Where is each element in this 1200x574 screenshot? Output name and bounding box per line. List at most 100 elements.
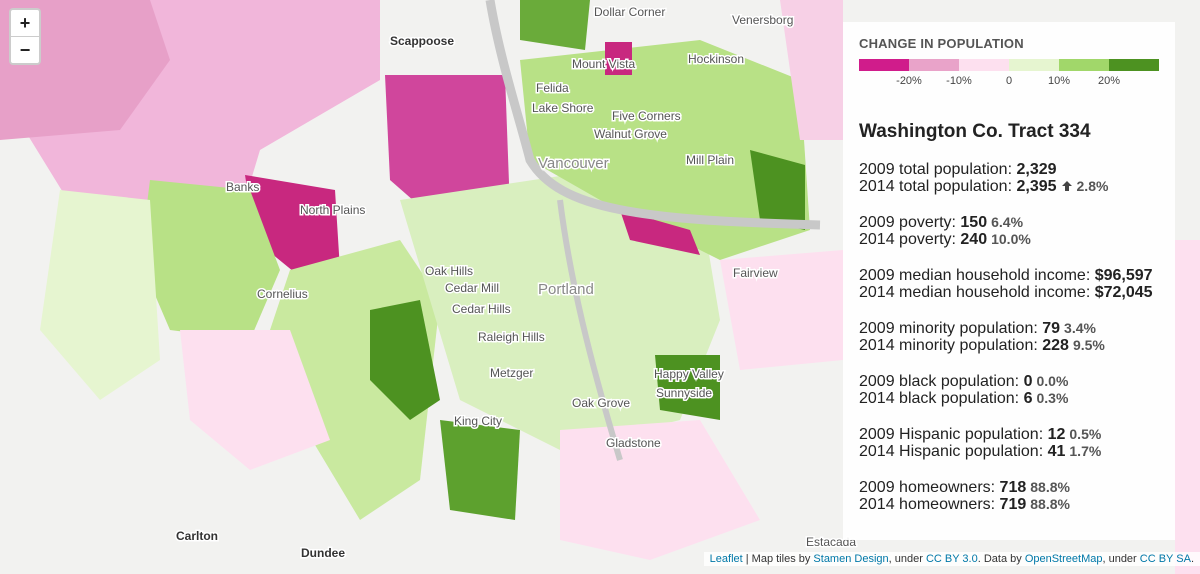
stat-value: 150 (960, 214, 988, 231)
stat-pct: 3.4% (1064, 320, 1096, 336)
attribution-text: | Map tiles by (742, 553, 814, 565)
stat-row: 2009 median household income: $96,597 (859, 267, 1159, 284)
place-label: King City (454, 414, 502, 428)
legend-swatch (959, 59, 1009, 71)
legend-swatch (1059, 59, 1109, 71)
stat-row: 2009 Hispanic population: 12 0.5% (859, 426, 1159, 443)
stat-label: 2014 median household income: (859, 284, 1091, 301)
place-label: Cedar Hills (452, 302, 511, 316)
attribution-link[interactable]: OpenStreetMap (1024, 553, 1103, 565)
tract (720, 250, 843, 370)
stat-pct: 6.4% (991, 214, 1024, 230)
stat-pct: 0.5% (1069, 426, 1102, 442)
stat-value: 2,395 (1016, 178, 1057, 195)
stat-label: 2009 total population: (859, 161, 1013, 178)
place-label: Portland (538, 281, 594, 298)
stats: 2009 total population: 2,329 2014 total p… (859, 161, 1159, 513)
tract (780, 0, 843, 140)
tract (385, 75, 510, 215)
stat-value: 228 (1042, 337, 1069, 354)
legend-tick: 20% (1097, 75, 1121, 87)
river (557, 199, 623, 461)
stat-group: 2009 homeowners: 718 88.8% 2014 homeowners… (859, 479, 1159, 513)
place-labels: Dollar Corner Venersborg Scappoose Mount Vi… (175, 4, 858, 562)
tract (655, 355, 720, 420)
stat-value: 240 (960, 231, 988, 248)
attribution-text: , under (888, 553, 926, 565)
stat-label: 2009 minority population: (859, 320, 1038, 337)
place-label: Happy Valley (654, 367, 724, 381)
place-label: Cornelius (257, 287, 308, 301)
place-label: Metzger (490, 366, 533, 380)
place-label: Dollar Corner (594, 5, 665, 19)
stat-value: 12 (1047, 426, 1066, 443)
place-label: Sunnyside (656, 386, 712, 400)
tract (560, 420, 760, 560)
stat-group: 2009 minority population: 79 3.4% 2014 min… (859, 320, 1159, 354)
legend-ticks: -20% -10% 0 10% 20% (859, 75, 1159, 91)
stat-value: 41 (1047, 443, 1066, 460)
tract (1175, 240, 1200, 574)
stat-label: 2009 black population: (859, 373, 1020, 390)
stat-value: $72,045 (1094, 284, 1153, 301)
attribution-text: , under (1102, 553, 1140, 565)
river (485, 0, 821, 230)
legend-tick: 10% (1047, 75, 1071, 87)
attribution-text: . (1190, 553, 1194, 565)
tract (520, 40, 810, 260)
stat-label: 2014 total population: (859, 178, 1013, 195)
stat-row: 2009 poverty: 150 6.4% (859, 214, 1159, 231)
arrow-shape (1061, 181, 1072, 191)
tract (750, 150, 805, 230)
stat-pct: 88.8% (1030, 496, 1070, 512)
tract (620, 210, 700, 255)
attribution-text: . Data by (977, 553, 1025, 565)
place-label: Mount Vista (572, 57, 635, 71)
legend-swatch (909, 59, 959, 71)
stat-pct: 9.5% (1072, 337, 1105, 353)
place-label: Vancouver (538, 155, 609, 172)
attribution-link[interactable]: Stamen Design (813, 553, 889, 565)
stat-label: 2014 Hispanic population: (859, 443, 1044, 460)
info-panel: CHANGE IN POPULATION -20% -10% 0 10% 20% Was… (843, 22, 1175, 540)
stat-row: 2009 black population: 0 0.0% (859, 373, 1159, 390)
stat-group: 2009 poverty: 150 6.4% 2014 poverty: 240 10… (859, 214, 1159, 248)
stat-row: 2014 poverty: 240 10.0% (859, 231, 1159, 248)
stat-pct: 88.8% (1030, 479, 1070, 495)
zoom-control: + − (9, 8, 41, 65)
stat-group: 2009 black population: 0 0.0% 2014 black p… (859, 373, 1159, 407)
stat-group: 2009 Hispanic population: 12 0.5% 2014 His… (859, 426, 1159, 460)
stat-row: 2009 homeowners: 718 88.8% (859, 479, 1159, 496)
stat-row: 2009 minority population: 79 3.4% (859, 320, 1159, 337)
place-label: Carlton (176, 529, 218, 543)
tract (180, 330, 330, 470)
tract (605, 42, 632, 75)
legend-tick: -20% (896, 75, 922, 87)
stat-label: 2009 Hispanic population: (859, 426, 1044, 443)
legend-tick: 0 (1005, 75, 1013, 87)
place-label: Felida (536, 81, 569, 95)
zoom-in[interactable]: + (19, 13, 31, 33)
place-label: Banks (226, 180, 259, 194)
stat-row: 2014 median household income: $72,045 (859, 284, 1159, 301)
place-label: Mill Plain (686, 153, 734, 167)
legend-tick: -10% (946, 75, 972, 87)
stat-row: 2014 black population: 6 0.3% (859, 390, 1159, 407)
attribution-link[interactable]: Leaflet (709, 553, 743, 565)
place-label: Cedar Mill (445, 281, 499, 295)
stat-label: 2014 homeowners: (859, 496, 996, 513)
attribution-link[interactable]: CC BY SA (1139, 553, 1191, 565)
stat-pct: 0.3% (1036, 390, 1069, 406)
stat-value: $96,597 (1094, 267, 1153, 284)
stat-label: 2009 median household income: (859, 267, 1091, 284)
zoom-out[interactable]: − (11, 36, 39, 63)
stat-change: 2.8% (1076, 178, 1109, 194)
stat-value: 2,329 (1016, 161, 1057, 178)
attribution-link[interactable]: CC BY 3.0 (925, 553, 978, 565)
stat-group: 2009 median household income: $96,597 201… (859, 267, 1159, 301)
stat-value: 718 (999, 479, 1027, 496)
stat-value: 79 (1042, 320, 1061, 337)
